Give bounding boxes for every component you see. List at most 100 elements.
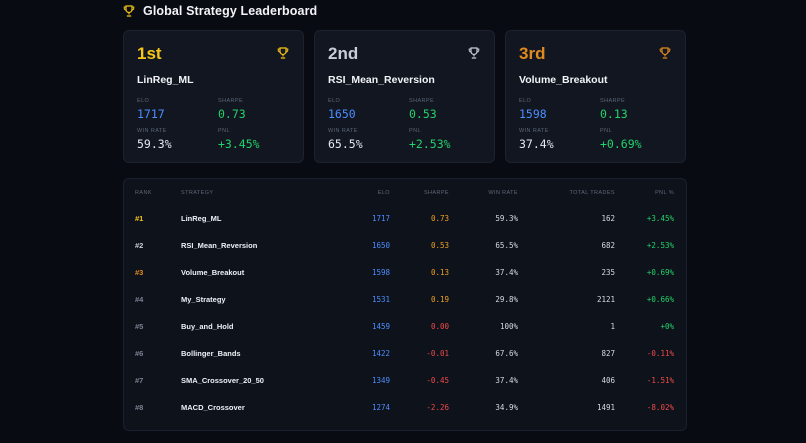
row-total-trades: 827 bbox=[601, 349, 615, 358]
win-rate-label: WIN RATE bbox=[137, 128, 167, 134]
trophy-icon bbox=[468, 47, 480, 59]
row-strategy[interactable]: LinReg_ML bbox=[181, 214, 222, 223]
header-win-rate[interactable]: WIN RATE bbox=[488, 190, 518, 196]
row-strategy[interactable]: My_Strategy bbox=[181, 295, 226, 304]
row-rank: #1 bbox=[135, 214, 144, 223]
podium-card-2[interactable]: 2nd RSI_Mean_Reversion ELO 1650 SHARPE 0.53 WI… bbox=[314, 30, 495, 163]
page-header: Global Strategy Leaderboard bbox=[123, 2, 317, 20]
row-pnl: +0% bbox=[660, 322, 674, 331]
pnl-value: +2.53% bbox=[409, 137, 451, 151]
pnl-value: +3.45% bbox=[218, 137, 260, 151]
row-elo: 1598 bbox=[371, 268, 390, 277]
podium-rank: 3rd bbox=[519, 44, 546, 63]
row-sharpe: 0.19 bbox=[430, 295, 449, 304]
win-rate-label: WIN RATE bbox=[328, 128, 358, 134]
table-row[interactable]: #7 SMA_Crossover_20_50 1349 -0.45 37.4% 406 -1… bbox=[124, 367, 686, 394]
podium-rank: 2nd bbox=[328, 44, 359, 63]
row-rank: #4 bbox=[135, 295, 144, 304]
row-win-rate: 37.4% bbox=[495, 376, 518, 385]
row-win-rate: 67.6% bbox=[495, 349, 518, 358]
elo-label: ELO bbox=[328, 98, 341, 104]
row-pnl: -1.51% bbox=[646, 376, 674, 385]
row-rank: #2 bbox=[135, 241, 144, 250]
row-win-rate: 37.4% bbox=[495, 268, 518, 277]
elo-value: 1598 bbox=[519, 107, 547, 121]
header-pnl[interactable]: PNL % bbox=[655, 190, 674, 196]
row-pnl: -0.11% bbox=[646, 349, 674, 358]
sharpe-value: 0.13 bbox=[600, 107, 628, 121]
win-rate-value: 37.4% bbox=[519, 137, 554, 151]
header-sharpe[interactable]: SHARPE bbox=[423, 190, 449, 196]
row-win-rate: 65.5% bbox=[495, 241, 518, 250]
row-win-rate: 34.9% bbox=[495, 403, 518, 412]
table-row[interactable]: #5 Buy_and_Hold 1459 0.00 100% 1 +0% bbox=[124, 313, 686, 340]
header-total-trades[interactable]: TOTAL TRADES bbox=[569, 190, 615, 196]
row-rank: #7 bbox=[135, 376, 144, 385]
row-elo: 1650 bbox=[371, 241, 390, 250]
row-elo: 1422 bbox=[371, 349, 390, 358]
row-sharpe: 0.73 bbox=[430, 214, 449, 223]
row-strategy[interactable]: Buy_and_Hold bbox=[181, 322, 234, 331]
table-row[interactable]: #2 RSI_Mean_Reversion 1650 0.53 65.5% 682 +2.5… bbox=[124, 232, 686, 259]
row-pnl: +3.45% bbox=[646, 214, 674, 223]
podium-strategy-name: RSI_Mean_Reversion bbox=[328, 74, 435, 86]
row-total-trades: 1491 bbox=[596, 403, 615, 412]
sharpe-label: SHARPE bbox=[218, 98, 244, 104]
row-strategy[interactable]: Volume_Breakout bbox=[181, 268, 245, 277]
row-rank: #5 bbox=[135, 322, 144, 331]
pnl-label: PNL bbox=[600, 128, 612, 134]
sharpe-value: 0.53 bbox=[409, 107, 437, 121]
pnl-label: PNL bbox=[218, 128, 230, 134]
row-strategy[interactable]: SMA_Crossover_20_50 bbox=[181, 376, 264, 385]
trophy-icon bbox=[659, 47, 671, 59]
trophy-icon bbox=[277, 47, 289, 59]
header-elo[interactable]: ELO bbox=[377, 190, 390, 196]
row-sharpe: 0.13 bbox=[430, 268, 449, 277]
row-elo: 1274 bbox=[371, 403, 390, 412]
podium-card-3[interactable]: 3rd Volume_Breakout ELO 1598 SHARPE 0.13 WIN R… bbox=[505, 30, 686, 163]
table-row[interactable]: #3 Volume_Breakout 1598 0.13 37.4% 235 +0.69% bbox=[124, 259, 686, 286]
row-pnl: +2.53% bbox=[646, 241, 674, 250]
table-row[interactable]: #4 My_Strategy 1531 0.19 29.8% 2121 +0.66% bbox=[124, 286, 686, 313]
row-total-trades: 162 bbox=[601, 214, 615, 223]
leaderboard-table: RANK STRATEGY ELO SHARPE WIN RATE TOTAL … bbox=[123, 178, 687, 431]
row-elo: 1717 bbox=[371, 214, 390, 223]
row-total-trades: 2121 bbox=[596, 295, 615, 304]
table-row[interactable]: #6 Bollinger_Bands 1422 -0.01 67.6% 827 -0.11% bbox=[124, 340, 686, 367]
row-win-rate: 59.3% bbox=[495, 214, 518, 223]
row-sharpe: 0.00 bbox=[430, 322, 449, 331]
row-sharpe: -2.26 bbox=[426, 403, 449, 412]
table-row[interactable]: #1 LinReg_ML 1717 0.73 59.3% 162 +3.45% bbox=[124, 205, 686, 232]
row-strategy[interactable]: MACD_Crossover bbox=[181, 403, 245, 412]
pnl-label: PNL bbox=[409, 128, 421, 134]
row-pnl: -8.02% bbox=[646, 403, 674, 412]
row-rank: #3 bbox=[135, 268, 144, 277]
elo-label: ELO bbox=[519, 98, 532, 104]
podium-rank: 1st bbox=[137, 44, 162, 63]
win-rate-value: 59.3% bbox=[137, 137, 172, 151]
row-sharpe: -0.01 bbox=[426, 349, 449, 358]
trophy-icon bbox=[123, 5, 135, 17]
elo-value: 1650 bbox=[328, 107, 356, 121]
sharpe-label: SHARPE bbox=[600, 98, 626, 104]
row-strategy[interactable]: RSI_Mean_Reversion bbox=[181, 241, 258, 250]
row-pnl: +0.69% bbox=[646, 268, 674, 277]
row-total-trades: 406 bbox=[601, 376, 615, 385]
row-elo: 1531 bbox=[371, 295, 390, 304]
podium-card-1[interactable]: 1st LinReg_ML ELO 1717 SHARPE 0.73 WIN RATE 59.… bbox=[123, 30, 304, 163]
header-rank: RANK bbox=[135, 190, 152, 196]
sharpe-label: SHARPE bbox=[409, 98, 435, 104]
win-rate-label: WIN RATE bbox=[519, 128, 549, 134]
row-elo: 1349 bbox=[371, 376, 390, 385]
row-sharpe: -0.45 bbox=[426, 376, 449, 385]
row-sharpe: 0.53 bbox=[430, 241, 449, 250]
row-total-trades: 1 bbox=[610, 322, 615, 331]
table-row[interactable]: #8 MACD_Crossover 1274 -2.26 34.9% 1491 -8.02% bbox=[124, 394, 686, 421]
podium-strategy-name: LinReg_ML bbox=[137, 74, 194, 86]
row-win-rate: 29.8% bbox=[495, 295, 518, 304]
pnl-value: +0.69% bbox=[600, 137, 642, 151]
row-pnl: +0.66% bbox=[646, 295, 674, 304]
header-strategy[interactable]: STRATEGY bbox=[181, 190, 214, 196]
sharpe-value: 0.73 bbox=[218, 107, 246, 121]
row-strategy[interactable]: Bollinger_Bands bbox=[181, 349, 241, 358]
